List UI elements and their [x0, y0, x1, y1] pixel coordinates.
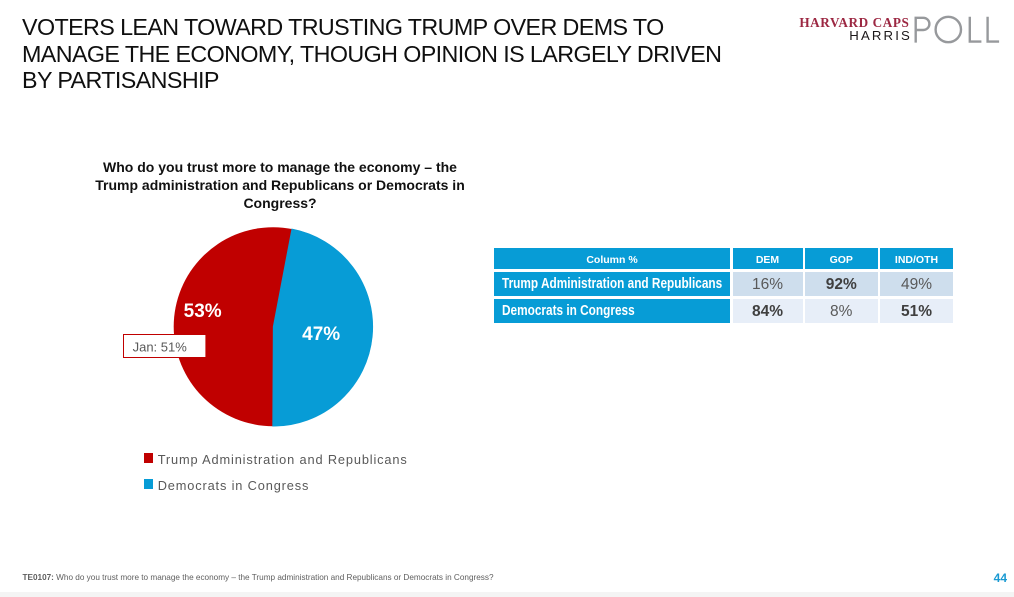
svg-text:53%: 53% [184, 301, 222, 322]
svg-text:Jan: 51%: Jan: 51% [133, 339, 188, 354]
svg-text:47%: 47% [302, 324, 340, 345]
